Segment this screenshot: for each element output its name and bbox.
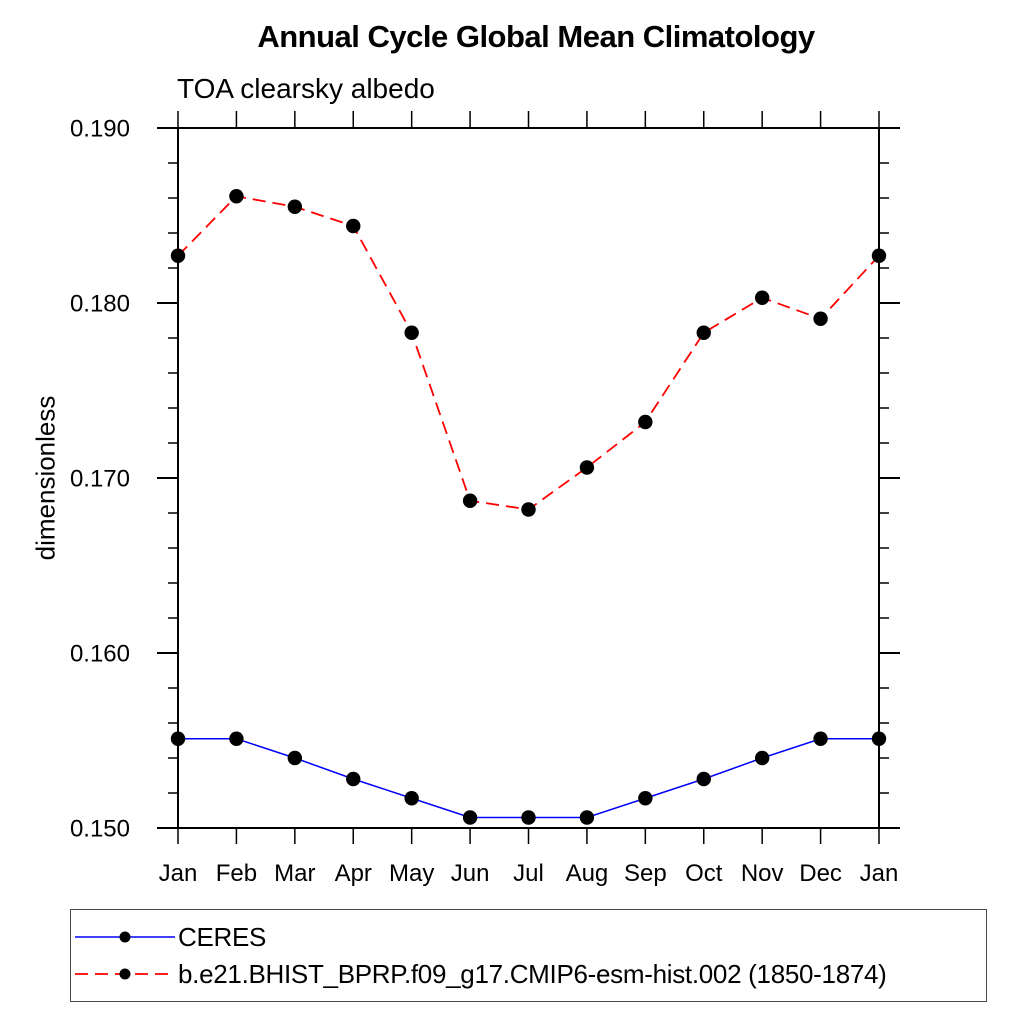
data-point-marker xyxy=(229,189,244,204)
data-point-marker xyxy=(404,791,419,806)
legend-label: b.e21.BHIST_BPRP.f09_g17.CMIP6-esm-hist.… xyxy=(178,958,887,989)
x-tick-label: Aug xyxy=(566,860,609,887)
data-point-marker xyxy=(813,311,828,326)
legend-line-sample-icon xyxy=(75,968,175,980)
y-major-ticks xyxy=(157,127,900,829)
x-tick-label: Jun xyxy=(451,860,490,887)
x-tick-labels: Jan Feb Mar Apr May Jun Jul Aug Sep Oct Nov Dec Jan xyxy=(159,860,899,887)
data-point-marker xyxy=(871,248,887,263)
data-point-marker xyxy=(287,750,303,766)
x-tick-label: Dec xyxy=(799,860,842,887)
legend-line-sample-icon xyxy=(75,931,175,943)
data-point-marker xyxy=(462,810,478,825)
series-ceres xyxy=(170,731,887,825)
data-point-marker xyxy=(229,731,244,746)
legend-box: CERES b.e21.BHIST_BPRP.f09_g17.CMIP6-esm-… xyxy=(70,909,987,1002)
legend-item-ceres: CERES xyxy=(75,919,986,956)
x-tick-label: Sep xyxy=(624,860,667,887)
y-tick-label: 0.170 xyxy=(70,466,130,493)
x-tick-label: Feb xyxy=(216,860,257,887)
data-point-marker xyxy=(462,493,478,508)
data-point-marker xyxy=(696,325,711,340)
x-tick-label: Jan xyxy=(860,860,899,887)
data-point-marker xyxy=(346,218,361,234)
x-tick-label: Jan xyxy=(159,860,198,887)
y-tick-labels: 0.150 0.160 0.170 0.180 0.190 xyxy=(70,116,130,843)
series-line xyxy=(177,195,880,511)
series-model xyxy=(170,189,887,517)
data-point-marker xyxy=(287,199,303,214)
data-point-marker xyxy=(638,414,653,430)
x-tick-label: Apr xyxy=(335,860,372,887)
y-minor-ticks xyxy=(168,162,889,794)
data-point-marker xyxy=(579,460,595,475)
x-tick-label: Mar xyxy=(274,860,315,887)
data-point-marker xyxy=(754,290,770,305)
x-ticks xyxy=(177,111,880,844)
data-point-marker xyxy=(579,810,595,825)
x-tick-label: Nov xyxy=(741,860,784,887)
y-tick-label: 0.180 xyxy=(70,291,130,318)
data-point-marker xyxy=(170,248,186,263)
chart-title: Annual Cycle Global Mean Climatology xyxy=(257,19,815,54)
data-point-marker xyxy=(521,502,536,517)
data-point-marker xyxy=(170,731,186,746)
plot-area: 0.150 0.160 0.170 0.180 0.190 Jan Feb Mar Apr May… xyxy=(70,111,900,887)
x-tick-label: Oct xyxy=(685,860,723,887)
x-tick-label: Jul xyxy=(513,860,544,887)
data-point-marker xyxy=(696,771,711,787)
series-line xyxy=(178,738,879,819)
y-tick-label: 0.150 xyxy=(70,816,130,843)
chart-subtitle: TOA clearsky albedo xyxy=(177,73,435,104)
data-point-marker xyxy=(871,731,887,746)
data-point-marker xyxy=(346,771,361,787)
y-tick-label: 0.190 xyxy=(70,116,130,143)
legend-label: CERES xyxy=(178,921,267,952)
data-point-marker xyxy=(404,325,419,340)
axis-box xyxy=(177,127,880,829)
legend-item-model: b.e21.BHIST_BPRP.f09_g17.CMIP6-esm-hist.… xyxy=(75,956,986,993)
data-point-marker xyxy=(638,791,653,806)
data-point-marker xyxy=(521,810,536,825)
x-tick-label: May xyxy=(389,860,434,887)
data-point-marker xyxy=(813,731,828,746)
data-point-marker xyxy=(754,750,770,766)
y-tick-label: 0.160 xyxy=(70,641,130,668)
